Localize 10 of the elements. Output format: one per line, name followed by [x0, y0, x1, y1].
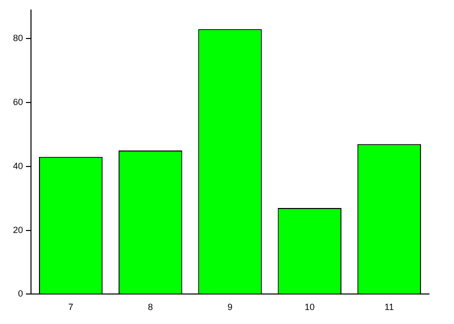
x-tick-label: 9: [228, 302, 233, 312]
x-tick-label: 8: [148, 302, 153, 312]
x-tick-label: 7: [68, 302, 74, 312]
x-tick-label: 11: [384, 302, 394, 312]
y-tick-label: 80: [12, 33, 24, 44]
y-tick-label: 0: [18, 288, 24, 299]
x-tick-label: 10: [304, 302, 315, 312]
y-tick-label: 40: [12, 160, 24, 171]
y-tick-label: 60: [12, 97, 24, 108]
y-tick-label: 20: [12, 224, 24, 235]
